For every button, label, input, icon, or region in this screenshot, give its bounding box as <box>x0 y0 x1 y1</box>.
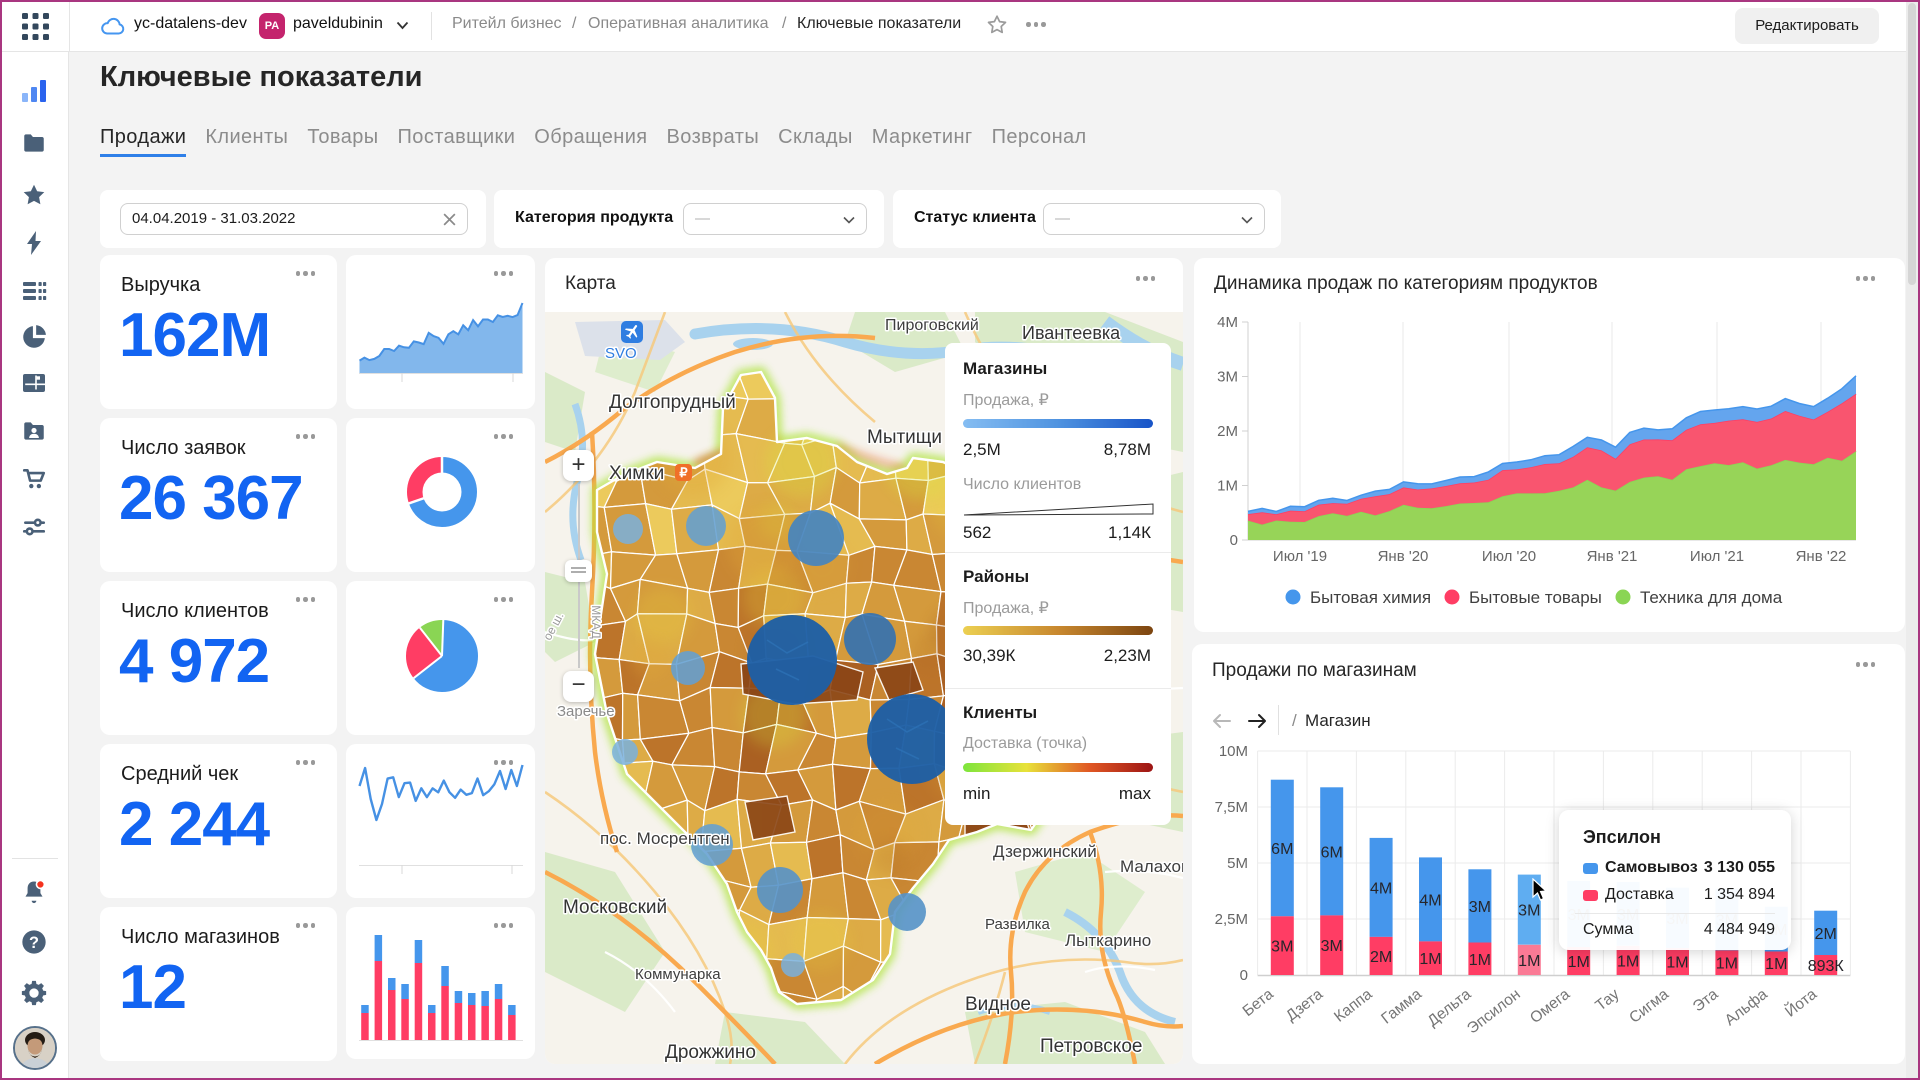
svg-text:0: 0 <box>1240 967 1248 984</box>
svg-text:3М: 3М <box>1518 903 1540 920</box>
svg-text:1М: 1М <box>1666 955 1688 972</box>
svg-text:1М: 1М <box>1765 956 1787 973</box>
svg-text:Янв '22: Янв '22 <box>1796 548 1847 565</box>
svg-text:₽: ₽ <box>679 465 688 480</box>
svg-text:1М: 1М <box>1617 953 1639 970</box>
svg-text:1М: 1М <box>1568 954 1590 971</box>
svg-text:3М: 3М <box>1271 939 1293 956</box>
svg-text:Московский: Московский <box>563 897 667 918</box>
svg-text:2,5М: 2,5М <box>1215 911 1248 928</box>
svg-text:Химки: Химки <box>609 463 664 484</box>
svg-text:Дзета: Дзета <box>1283 986 1327 1025</box>
svg-text:6М: 6М <box>1271 841 1293 858</box>
svg-text:3М: 3М <box>1469 899 1491 916</box>
svg-text:Янв '21: Янв '21 <box>1587 548 1638 565</box>
svg-text:Ивантеевка: Ивантеевка <box>1022 323 1121 343</box>
svg-text:Техника для дома: Техника для дома <box>1640 588 1783 607</box>
svg-text:Развилка: Развилка <box>985 916 1051 933</box>
svg-text:Петровское: Петровское <box>1040 1036 1142 1057</box>
svg-text:1М: 1М <box>1419 951 1441 968</box>
svg-text:Бытовая химия: Бытовая химия <box>1310 588 1431 607</box>
svg-text:Июл '21: Июл '21 <box>1690 548 1744 565</box>
svg-text:Июл '20: Июл '20 <box>1482 548 1536 565</box>
svg-text:10М: 10М <box>1219 743 1248 760</box>
svg-text:1М: 1М <box>1716 956 1738 973</box>
svg-text:Тау: Тау <box>1592 986 1622 1015</box>
svg-text:Йота: Йота <box>1782 985 1821 1021</box>
svg-text:Мытищи: Мытищи <box>867 427 942 448</box>
svg-text:1М: 1М <box>1217 478 1238 495</box>
svg-text:Гамма: Гамма <box>1378 986 1425 1028</box>
svg-text:2М: 2М <box>1815 926 1837 943</box>
svg-text:2М: 2М <box>1370 949 1392 966</box>
svg-text:Эпсилон: Эпсилон <box>1464 986 1524 1038</box>
svg-text:5М: 5М <box>1227 855 1248 872</box>
svg-text:2М: 2М <box>1217 423 1238 440</box>
svg-text:Видное: Видное <box>965 994 1031 1015</box>
svg-text:Заречье: Заречье <box>557 703 615 720</box>
svg-text:?: ? <box>29 934 39 952</box>
svg-text:Июл '19: Июл '19 <box>1273 548 1327 565</box>
svg-text:Сигма: Сигма <box>1626 986 1672 1027</box>
svg-text:Альфа: Альфа <box>1722 986 1771 1030</box>
svg-text:Янв '20: Янв '20 <box>1378 548 1429 565</box>
svg-text:893К: 893К <box>1808 958 1845 975</box>
svg-text:Каппа: Каппа <box>1331 986 1376 1026</box>
svg-text:1М: 1М <box>1469 952 1491 969</box>
svg-text:7,5М: 7,5М <box>1215 799 1248 816</box>
svg-text:МКАД: МКАД <box>589 605 603 639</box>
svg-text:1М: 1М <box>1518 953 1540 970</box>
svg-text:4М: 4М <box>1419 892 1441 909</box>
svg-text:0: 0 <box>1230 532 1238 549</box>
svg-text:SVO: SVO <box>605 345 637 362</box>
svg-text:3М: 3М <box>1217 369 1238 386</box>
svg-text:Дрожжино: Дрожжино <box>665 1042 756 1063</box>
svg-text:Коммунарка: Коммунарка <box>635 966 721 983</box>
svg-text:Бета: Бета <box>1240 986 1277 1020</box>
svg-text:Эта: Эта <box>1690 986 1722 1016</box>
svg-text:4М: 4М <box>1217 314 1238 331</box>
svg-text:пос. Мосрентген: пос. Мосрентген <box>600 829 730 848</box>
svg-text:Бытовые товары: Бытовые товары <box>1469 588 1602 607</box>
svg-text:4М: 4М <box>1370 880 1392 897</box>
svg-text:Долгопрудный: Долгопрудный <box>609 392 736 413</box>
svg-text:Пироговский: Пироговский <box>885 317 979 334</box>
svg-text:3М: 3М <box>1321 938 1343 955</box>
svg-text:Лыткарино: Лыткарино <box>1065 931 1151 950</box>
svg-text:Малахов: Малахов <box>1120 857 1183 876</box>
svg-text:6М: 6М <box>1321 844 1343 861</box>
svg-text:Дзержинский: Дзержинский <box>993 842 1097 861</box>
svg-text:Омега: Омега <box>1527 986 1573 1027</box>
